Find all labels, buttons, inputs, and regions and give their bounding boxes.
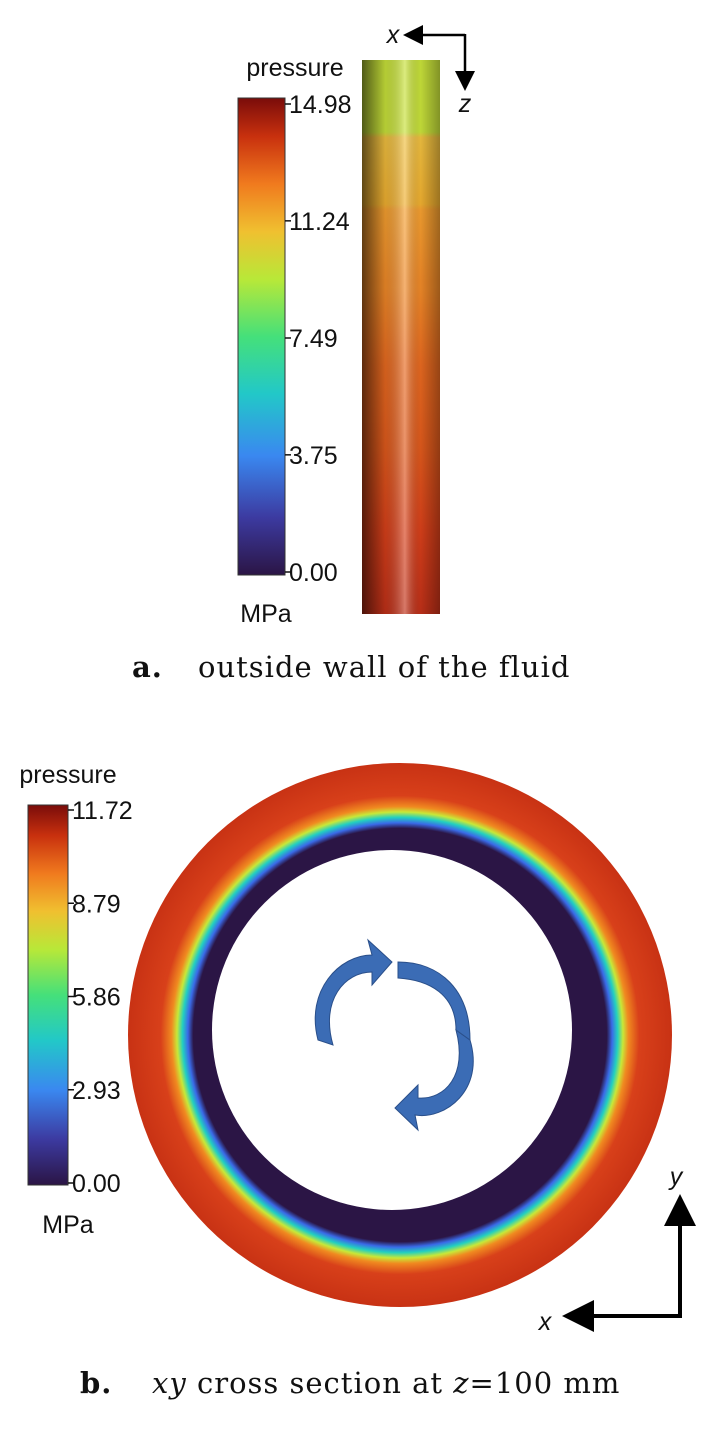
tick-label: 3.75 (289, 442, 338, 470)
caption-label: a. (132, 650, 163, 684)
tick-label: 11.24 (289, 208, 350, 236)
colorbar-title: pressure (19, 761, 116, 789)
axis-label: x (538, 1308, 553, 1336)
caption: outside wall of the fluid (198, 650, 570, 684)
caption-part: cross section at (187, 1366, 454, 1400)
tick-label: 0.00 (289, 559, 338, 587)
caption-part: xy (152, 1366, 187, 1400)
caption: b. xy cross section at z=100 mm (80, 1366, 620, 1400)
tick-label: 8.79 (72, 890, 121, 918)
tick-label: 11.72 (72, 797, 133, 825)
colorbar (27, 804, 69, 1186)
axis-label: y (668, 1163, 684, 1191)
tick-label: 5.86 (72, 984, 121, 1012)
cylinder-shading (362, 60, 440, 614)
colorbar-unit: MPa (42, 1211, 94, 1239)
tick-label: 7.49 (289, 325, 338, 353)
rotation-arrows (314, 938, 474, 1132)
axis-label: z (458, 90, 472, 118)
colorbar (237, 97, 286, 576)
tick-label: 2.93 (72, 1077, 121, 1105)
colorbar-title: pressure (246, 54, 343, 82)
tick-label: 14.98 (289, 91, 352, 119)
tick-label: 0.00 (72, 1170, 121, 1198)
caption-label: b. (80, 1366, 112, 1400)
inner-bore (212, 850, 572, 1210)
caption-part: =100 mm (470, 1366, 621, 1400)
axis-label: x (386, 21, 401, 49)
colorbar-unit: MPa (240, 600, 292, 628)
caption-part: z (452, 1366, 469, 1400)
